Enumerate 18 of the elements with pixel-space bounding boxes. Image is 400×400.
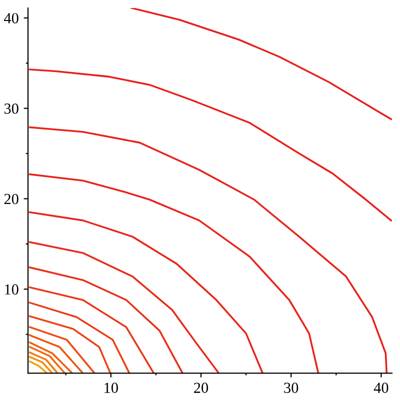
x-tick-label: 40	[374, 382, 388, 393]
line-series	[28, 302, 130, 374]
line-series	[28, 126, 388, 374]
y-tick-label: 20	[4, 194, 18, 204]
line-series	[28, 266, 183, 374]
line-series	[28, 241, 220, 374]
x-tick-label: 30	[284, 382, 298, 393]
x-tick-label: 20	[194, 382, 208, 393]
line-series	[28, 286, 154, 374]
line-series	[28, 173, 320, 374]
y-tick-label: 10	[5, 284, 18, 295]
line-series	[130, 8, 392, 120]
line-series	[28, 315, 111, 374]
y-tick-label: 30	[4, 103, 18, 114]
line-series	[28, 211, 264, 374]
y-tick-label: 40	[4, 13, 18, 24]
x-tick-label: 10	[104, 382, 118, 393]
line-series	[28, 68, 392, 222]
